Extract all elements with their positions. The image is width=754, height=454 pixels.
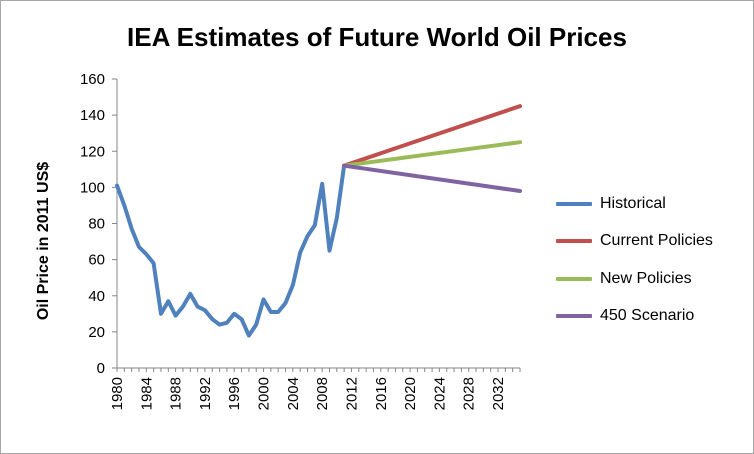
x-tick-label: 2024	[431, 377, 448, 410]
y-tick-label: 80	[88, 216, 105, 233]
x-tick-label: 1996	[226, 377, 243, 410]
x-tick-label: 1984	[138, 377, 155, 410]
x-tick-label: 2012	[343, 377, 360, 410]
x-tick-label: 2028	[461, 377, 478, 410]
legend: Historical Current Policies New Policies 45…	[556, 185, 713, 335]
legend-swatch	[556, 314, 592, 319]
y-tick-label: 140	[80, 107, 105, 124]
series-lines	[115, 104, 522, 338]
series-line-450-scenario	[342, 163, 522, 193]
x-axis: 1980 1984 1988 1992 1996 2000 2004 2008 2012 2016…	[109, 367, 521, 410]
y-tick-label: 160	[80, 71, 105, 88]
chart-title: IEA Estimates of Future World Oil Prices	[127, 22, 627, 52]
x-tick-label: 2032	[490, 377, 507, 410]
x-tick-label: 2008	[314, 377, 331, 410]
legend-swatch	[556, 201, 592, 206]
legend-item-new-policies: New Policies	[556, 260, 713, 298]
x-tick-label: 1988	[168, 377, 185, 410]
y-tick-label: 20	[88, 324, 105, 341]
series-line-historical	[115, 163, 347, 338]
legend-label: New Policies	[600, 269, 692, 287]
legend-swatch	[556, 276, 592, 281]
legend-label: 450 Scenario	[600, 307, 695, 325]
x-tick-label: 1992	[197, 377, 214, 410]
legend-item-450-scenario: 450 Scenario	[556, 298, 713, 336]
y-tick-label: 0	[97, 360, 105, 377]
y-tick-label: 40	[88, 288, 105, 305]
y-axis-label: Oil Price in 2011 US$	[35, 162, 52, 320]
legend-label: Current Policies	[600, 232, 713, 250]
legend-item-historical: Historical	[556, 185, 713, 223]
x-tick-label: 2016	[373, 377, 390, 410]
legend-label: Historical	[600, 194, 666, 212]
y-axis: 0 20 40 60 80 100 120 140 160	[80, 71, 118, 377]
series-line-new-policies	[342, 140, 522, 168]
x-tick-label: 2000	[256, 377, 273, 410]
x-tick-label: 2004	[285, 377, 302, 410]
x-tick-label: 1980	[109, 377, 126, 410]
y-tick-label: 60	[88, 252, 105, 269]
series-line-current-policies	[342, 104, 522, 168]
y-tick-label: 120	[80, 143, 105, 160]
legend-item-current-policies: Current Policies	[556, 223, 713, 261]
y-tick-label: 100	[80, 179, 105, 196]
legend-swatch	[556, 239, 592, 244]
x-tick-label: 2020	[402, 377, 419, 410]
